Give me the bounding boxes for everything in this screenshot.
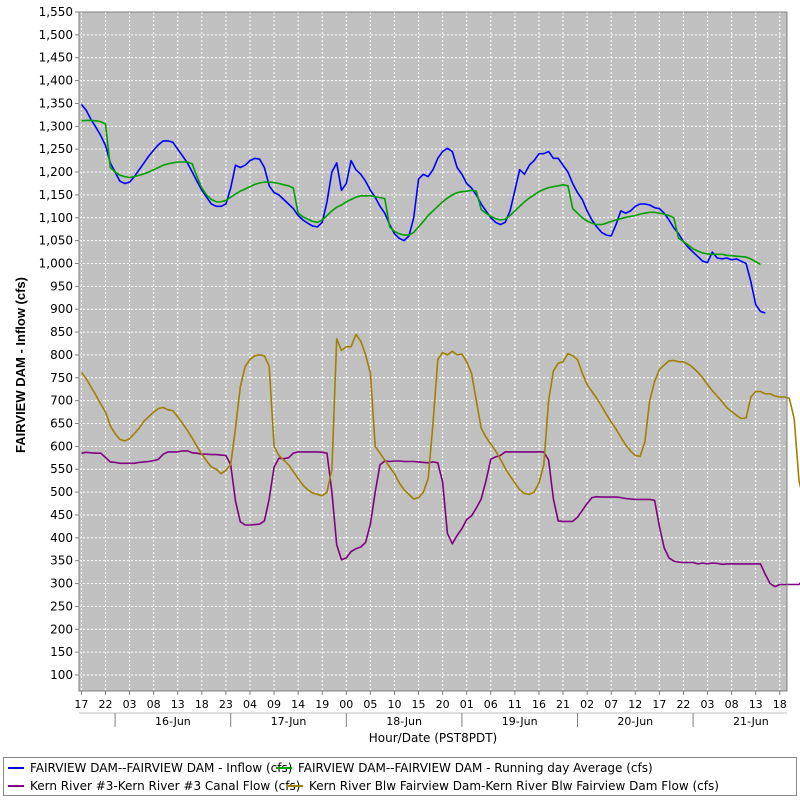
legend-item-inflow: FAIRVIEW DAM--FAIRVIEW DAM - Inflow (cfs… — [8, 761, 292, 775]
y-tick-label: 900 — [50, 302, 73, 316]
y-tick-label: 1,550 — [39, 5, 73, 19]
y-tick-label: 600 — [50, 439, 73, 453]
x-hour-tick-label: 08 — [725, 698, 739, 711]
y-tick-label: 800 — [50, 348, 73, 362]
y-tick-label: 750 — [50, 371, 73, 385]
y-tick-label: 700 — [50, 394, 73, 408]
y-tick-label: 550 — [50, 462, 73, 476]
x-hour-tick-label: 17 — [74, 698, 88, 711]
series-line-2 — [81, 450, 800, 588]
legend-item-canal-flow: Kern River #3-Kern River #3 Canal Flow (… — [8, 779, 300, 793]
x-hour-tick-label: 12 — [628, 698, 642, 711]
y-axis-label: FAIRVIEW DAM - Inflow (cfs) — [13, 277, 28, 453]
x-hour-tick-label: 05 — [363, 698, 377, 711]
x-hour-tick-label: 21 — [556, 698, 570, 711]
x-hour-tick-label: 22 — [676, 698, 690, 711]
x-hour-tick-label: 07 — [604, 698, 618, 711]
y-tick-label: 1,350 — [39, 96, 73, 110]
y-tick-label: 850 — [50, 325, 73, 339]
plot-area-background — [79, 12, 787, 691]
legend-label-inflow: FAIRVIEW DAM--FAIRVIEW DAM - Inflow (cfs… — [30, 761, 293, 775]
y-tick-label: 950 — [50, 279, 73, 293]
legend: FAIRVIEW DAM--FAIRVIEW DAM - Inflow (cfs… — [3, 757, 797, 796]
x-hour-tick-label: 03 — [701, 698, 715, 711]
grid — [79, 11, 787, 691]
x-hour-tick-label: 10 — [387, 698, 401, 711]
y-tick-label: 1,200 — [39, 165, 73, 179]
series-line-1 — [81, 119, 761, 266]
x-axis-label: Hour/Date (PST8PDT) — [369, 731, 497, 745]
legend-swatch-river-flow — [287, 785, 303, 787]
x-hour-tick-label: 15 — [412, 698, 426, 711]
x-hour-tick-label: 22 — [98, 698, 112, 711]
y-tick-label: 1,050 — [39, 234, 73, 248]
legend-label-canal-flow: Kern River #3-Kern River #3 Canal Flow (… — [30, 779, 301, 793]
plot-area-frame — [78, 11, 788, 692]
legend-item-running-average: FAIRVIEW DAM--FAIRVIEW DAM - Running day… — [276, 761, 653, 775]
x-hour-tick-label: 06 — [484, 698, 498, 711]
legend-label-running-average: FAIRVIEW DAM--FAIRVIEW DAM - Running day… — [298, 761, 653, 775]
y-tick-label: 1,450 — [39, 51, 73, 65]
y-tick-label: 350 — [50, 554, 73, 568]
x-hour-tick-label: 01 — [460, 698, 474, 711]
x-day-label: 18-Jun — [386, 715, 422, 728]
x-hour-tick-label: 03 — [123, 698, 137, 711]
y-tick-label: 400 — [50, 531, 73, 545]
series-line-3 — [80, 333, 800, 500]
x-day-label: 20-Jun — [617, 715, 653, 728]
legend-label-river-flow: Kern River Blw Fairview Dam-Kern River B… — [309, 779, 719, 793]
y-tick-label: 1,000 — [39, 256, 73, 270]
legend-swatch-running-average — [276, 767, 292, 769]
x-day-label: 19-Jun — [502, 715, 538, 728]
y-tick-label: 300 — [50, 577, 73, 591]
x-axis: 17 22 03 08 13 18 23 04 09 14 19 00 05 10 15 20 01 06 11 16… — [74, 691, 787, 728]
y-tick-label: 250 — [50, 599, 73, 613]
x-hour-tick-label: 16 — [532, 698, 546, 711]
series-lines — [80, 103, 800, 588]
y-tick-label: 100 — [50, 668, 73, 682]
x-hour-tick-label: 17 — [652, 698, 666, 711]
legend-swatch-inflow — [8, 767, 24, 769]
y-tick-label: 1,250 — [39, 142, 73, 156]
x-hour-tick-label: 14 — [291, 698, 305, 711]
x-hour-tick-label: 20 — [436, 698, 450, 711]
x-day-label: 16-Jun — [155, 715, 191, 728]
x-hour-tick-label: 11 — [508, 698, 522, 711]
y-tick-label: 1,500 — [39, 28, 73, 42]
x-day-label: 17-Jun — [271, 715, 307, 728]
x-hour-tick-label: 09 — [267, 698, 281, 711]
y-tick-label: 650 — [50, 417, 73, 431]
legend-item-river-flow: Kern River Blw Fairview Dam-Kern River B… — [287, 779, 719, 793]
y-tick-label: 1,400 — [39, 74, 73, 88]
y-tick-label: 500 — [50, 485, 73, 499]
y-tick-label: 1,150 — [39, 188, 73, 202]
x-hour-tick-label: 08 — [147, 698, 161, 711]
x-hour-tick-label: 13 — [749, 698, 763, 711]
y-axis: 100 150 200 250 300 350 400 450 500 550 600 650 700 7… — [39, 5, 79, 682]
x-hour-tick-label: 00 — [339, 698, 353, 711]
x-hour-tick-label: 18 — [773, 698, 787, 711]
series-line-0 — [80, 103, 766, 314]
x-hour-tick-label: 02 — [580, 698, 594, 711]
x-hour-tick-label: 19 — [315, 698, 329, 711]
y-tick-label: 200 — [50, 622, 73, 636]
x-hour-tick-label: 18 — [195, 698, 209, 711]
legend-swatch-canal-flow — [8, 785, 24, 787]
y-tick-label: 450 — [50, 508, 73, 522]
x-hour-tick-label: 23 — [219, 698, 233, 711]
y-tick-label: 1,300 — [39, 119, 73, 133]
x-day-label: 21-Jun — [733, 715, 769, 728]
x-hour-tick-label: 04 — [243, 698, 257, 711]
x-hour-tick-label: 13 — [171, 698, 185, 711]
y-tick-label: 1,100 — [39, 211, 73, 225]
y-tick-label: 150 — [50, 645, 73, 659]
